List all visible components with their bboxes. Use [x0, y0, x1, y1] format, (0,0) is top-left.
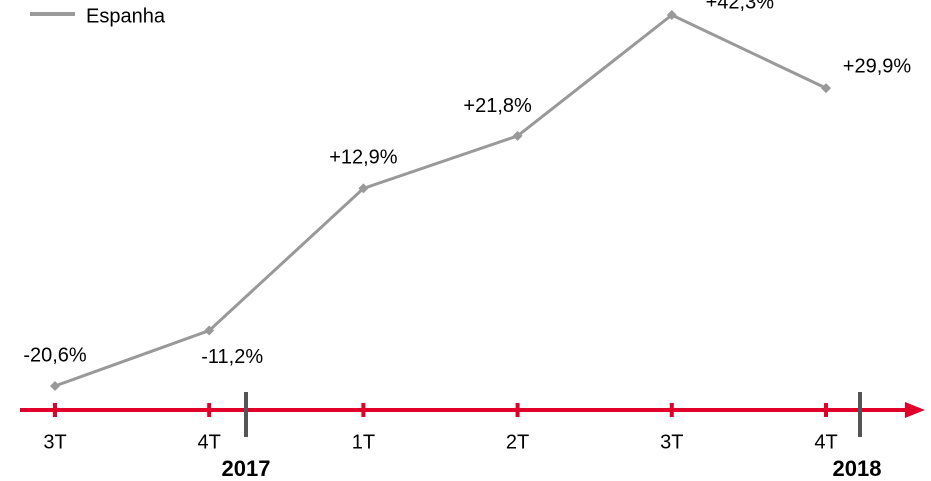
- x-tick-label: 1T: [352, 431, 375, 453]
- year-label: 2018: [833, 456, 882, 481]
- data-label: -11,2%: [201, 346, 263, 368]
- x-tick-label: 3T: [43, 431, 66, 453]
- x-tick-label: 4T: [198, 431, 221, 453]
- data-label: +21,8%: [463, 95, 532, 117]
- legend-label: Espanha: [86, 5, 166, 27]
- axis-arrow: [905, 402, 925, 418]
- data-label: +29,9%: [843, 55, 912, 77]
- series-line: [54, 13, 827, 388]
- data-label: +42,3%: [706, 0, 775, 13]
- x-tick-label: 4T: [814, 431, 837, 453]
- point-marker: [512, 130, 523, 141]
- point-marker: [358, 183, 369, 194]
- year-label: 2017: [222, 456, 271, 481]
- point-marker: [666, 10, 677, 20]
- point-marker: [50, 381, 60, 391]
- x-tick-label: 2T: [506, 431, 529, 453]
- data-label: -20,6%: [23, 344, 87, 366]
- data-label: +12,9%: [329, 147, 398, 169]
- point-marker: [204, 325, 215, 336]
- x-tick-label: 3T: [660, 431, 683, 453]
- point-marker: [821, 83, 831, 94]
